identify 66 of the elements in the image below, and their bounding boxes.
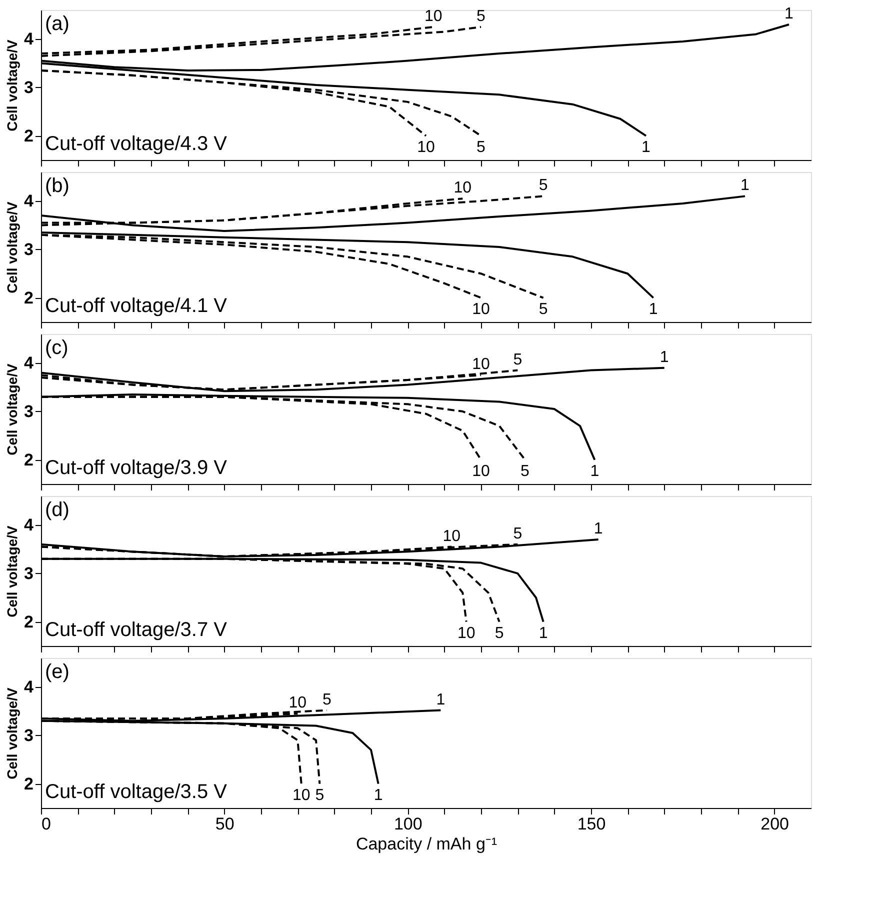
- annotation: 5: [476, 8, 486, 25]
- annotation: Cut-off voltage/3.9 V: [45, 457, 228, 479]
- annotation: (b): [45, 175, 70, 197]
- annotation: 1: [784, 6, 794, 23]
- annotation: (c): [45, 337, 68, 359]
- annotation: 1: [660, 348, 669, 366]
- y-tick-label: 3: [24, 78, 34, 97]
- annotation: 1: [436, 691, 446, 708]
- annotation: 1: [740, 177, 750, 194]
- y-tick-label: 3: [24, 564, 34, 583]
- annotation: 1: [594, 520, 603, 538]
- annotation: 5: [538, 177, 548, 194]
- x-tick-label: 150: [577, 814, 606, 834]
- y-tick-label: 3: [24, 402, 34, 421]
- annotation: Cut-off voltage/3.5 V: [45, 781, 228, 803]
- annotation: 5: [322, 691, 332, 708]
- y-tick-label: 4: [24, 678, 34, 697]
- annotation: 10: [424, 8, 442, 25]
- annotation: 10: [472, 462, 490, 480]
- y-tick-label: 4: [24, 516, 34, 535]
- y-axis-title: Cell voltage/V: [4, 38, 20, 132]
- x-axis-title: Capacity / mAh g⁻¹: [356, 834, 498, 854]
- y-tick-label: 3: [24, 240, 34, 259]
- annotation: 10: [442, 528, 461, 545]
- annotation: 1: [538, 624, 548, 642]
- y-tick-label: 2: [24, 612, 34, 632]
- y-tick-label: 2: [24, 288, 34, 308]
- annotation: Cut-off voltage/3.7 V: [45, 619, 228, 641]
- x-tick-label: 50: [215, 814, 234, 834]
- annotation: 10: [472, 300, 490, 318]
- y-tick-label: 4: [24, 354, 34, 373]
- annotation: 1: [648, 300, 658, 318]
- annotation: 1: [642, 138, 651, 156]
- y-tick-label: 2: [24, 774, 34, 794]
- annotation: 10: [417, 138, 435, 156]
- y-tick-label: 4: [24, 30, 34, 49]
- y-tick-label: 2: [24, 126, 34, 146]
- y-axis-title: Cell voltage/V: [4, 200, 20, 294]
- x-tick-label: 200: [760, 814, 790, 834]
- y-tick-label: 4: [24, 192, 34, 211]
- annotation: 5: [315, 786, 324, 804]
- annotation: 5: [538, 300, 548, 318]
- annotation: 5: [494, 624, 504, 642]
- y-tick-label: 2: [24, 450, 34, 470]
- annotation: (d): [45, 499, 70, 521]
- annotation: Cut-off voltage/4.1 V: [45, 295, 228, 317]
- annotation: 1: [374, 786, 383, 804]
- annotation: 5: [513, 525, 522, 542]
- y-axis-title: Cell voltage/V: [4, 524, 20, 618]
- y-tick-label: 3: [24, 726, 34, 745]
- annotation: 10: [292, 786, 310, 804]
- annotation: 10: [288, 694, 307, 712]
- annotation: Cut-off voltage/4.3 V: [45, 133, 228, 155]
- x-tick-label: 100: [394, 814, 422, 834]
- y-axis-title: Cell voltage/V: [4, 362, 20, 456]
- annotation: (e): [45, 661, 70, 683]
- annotation: 10: [457, 624, 476, 642]
- annotation: 1: [590, 462, 600, 480]
- annotation: 10: [472, 356, 490, 374]
- annotation: 5: [513, 351, 522, 368]
- y-axis-title: Cell voltage/V: [4, 686, 20, 780]
- annotation: 5: [520, 462, 530, 480]
- x-tick-label: 0: [42, 814, 51, 834]
- annotation: (a): [45, 13, 70, 35]
- annotation: 5: [476, 138, 486, 156]
- annotation: 10: [454, 180, 472, 197]
